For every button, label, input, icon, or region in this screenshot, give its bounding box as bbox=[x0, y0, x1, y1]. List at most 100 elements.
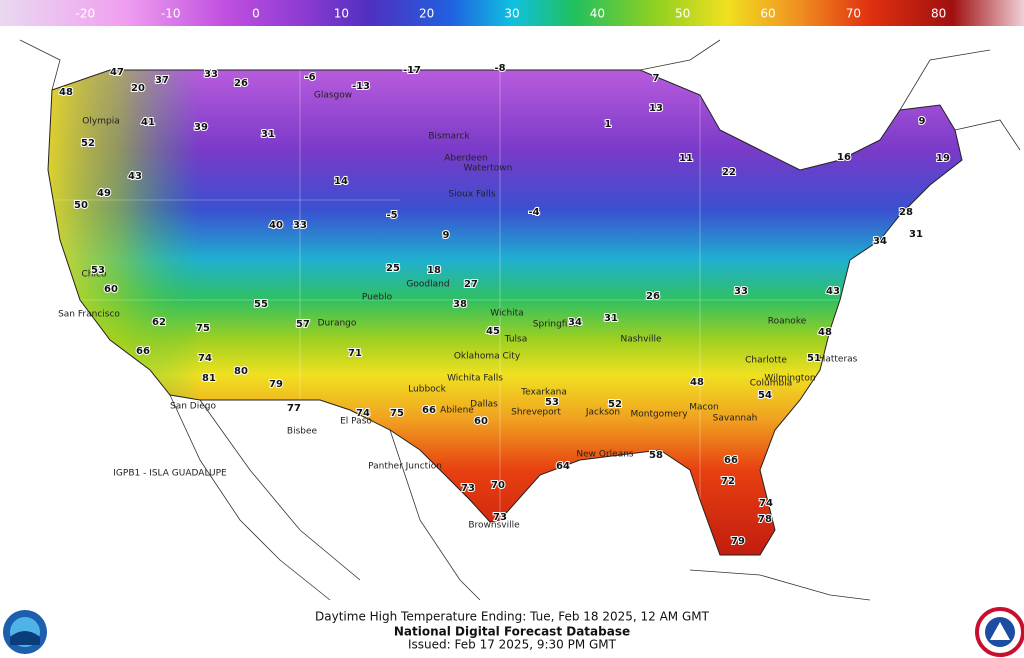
temperature-label: 74 bbox=[356, 408, 370, 419]
noaa-logo bbox=[3, 610, 47, 654]
place-name: Glasgow bbox=[314, 91, 352, 101]
temperature-label: 74 bbox=[759, 498, 773, 509]
neighbor-outlines bbox=[19, 39, 1021, 601]
place-name: Durango bbox=[318, 319, 357, 329]
place-name: Hatteras bbox=[819, 355, 858, 365]
temperature-label: 9 bbox=[919, 116, 926, 127]
place-name: Wichita Falls bbox=[447, 374, 503, 384]
place-name: Roanoke bbox=[768, 317, 807, 327]
temperature-label: 62 bbox=[152, 317, 166, 328]
temperature-label: 38 bbox=[453, 299, 467, 310]
place-name: Abilene bbox=[440, 406, 474, 416]
place-name: Goodland bbox=[406, 280, 449, 290]
colorbar-tick-label: 10 bbox=[334, 7, 349, 21]
temperature-label: 33 bbox=[293, 220, 307, 231]
colorbar-tick-label: 40 bbox=[590, 7, 605, 21]
place-name: Jackson bbox=[585, 408, 620, 418]
temperature-label: 43 bbox=[826, 286, 840, 297]
caption: Daytime High Temperature Ending: Tue, Fe… bbox=[315, 610, 710, 624]
temperature-label: 28 bbox=[899, 207, 913, 218]
colorbar-tick-label: 60 bbox=[760, 7, 775, 21]
temperature-label: 18 bbox=[427, 265, 441, 276]
temperature-label: 73 bbox=[461, 483, 475, 494]
temperature-label: 37 bbox=[155, 75, 169, 86]
place-name: San Francisco bbox=[58, 310, 120, 320]
temperature-label: 60 bbox=[104, 284, 118, 295]
temperature-label: -17 bbox=[403, 65, 421, 76]
temperature-label: 22 bbox=[722, 167, 736, 178]
temperature-label: 13 bbox=[649, 103, 663, 114]
place-name: Pueblo bbox=[362, 293, 393, 303]
temperature-label: 48 bbox=[59, 87, 73, 98]
footer-title: National Digital Forecast Database bbox=[394, 625, 630, 639]
place-name: Brownsville bbox=[468, 521, 520, 531]
temperature-label: 48 bbox=[690, 377, 704, 388]
issued: Issued: Feb 17 2025, 9:30 PM GMT bbox=[408, 638, 617, 652]
temperature-label: -5 bbox=[386, 210, 397, 221]
temperature-label: -4 bbox=[528, 207, 539, 218]
temperature-label: 7 bbox=[653, 73, 660, 84]
colorbar-tick-label: 0 bbox=[252, 7, 260, 21]
temperature-label: 34 bbox=[568, 317, 582, 328]
temperature-label: 31 bbox=[604, 313, 618, 324]
temperature-label: 45 bbox=[486, 326, 500, 337]
temperature-label: 74 bbox=[198, 353, 212, 364]
temperature-label: 52 bbox=[81, 138, 95, 149]
nws-logo bbox=[975, 607, 1024, 657]
temperature-label: 52 bbox=[608, 399, 622, 410]
temperature-label: 79 bbox=[731, 536, 745, 547]
temperature-label: 34 bbox=[873, 236, 887, 247]
temperature-label: 75 bbox=[390, 408, 404, 419]
colorbar-labels: -20 -10 0 10 20 30 40 50 60 70 80 bbox=[76, 7, 947, 21]
temperature-label: -6 bbox=[304, 72, 315, 83]
temperature-label: 51 bbox=[807, 353, 821, 364]
temperature-label: 25 bbox=[386, 263, 400, 274]
place-name: Chico bbox=[82, 270, 107, 280]
temperature-label: 39 bbox=[194, 122, 208, 133]
temperature-label: 53 bbox=[545, 397, 559, 408]
place-name: Wilmington bbox=[764, 374, 815, 384]
temperature-label: 71 bbox=[348, 348, 362, 359]
place-name: Panther Junction bbox=[368, 462, 442, 472]
colorbar-tick-label: 80 bbox=[931, 7, 946, 21]
temperature-label: 55 bbox=[254, 299, 268, 310]
temperature-label: 50 bbox=[74, 200, 88, 211]
place-name: San Diego bbox=[170, 402, 216, 412]
place-name: Texarkana bbox=[520, 388, 567, 398]
temperature-label: 57 bbox=[296, 319, 310, 330]
temperature-label: 40 bbox=[269, 220, 283, 231]
place-name: Nashville bbox=[620, 335, 661, 345]
temperature-label: 1 bbox=[605, 119, 612, 130]
temperature-label: 43 bbox=[128, 171, 142, 182]
colorbar-tick-label: -10 bbox=[161, 7, 181, 21]
temperature-label: 31 bbox=[909, 229, 923, 240]
temperature-label: 49 bbox=[97, 188, 111, 199]
temperature-label: 79 bbox=[269, 379, 283, 390]
temperature-label: 33 bbox=[734, 286, 748, 297]
temperature-label: 60 bbox=[474, 416, 488, 427]
temperature-label: 9 bbox=[443, 230, 450, 241]
place-name: El Paso bbox=[340, 417, 372, 427]
temperature-label: 66 bbox=[136, 346, 150, 357]
temperature-label: 54 bbox=[758, 390, 772, 401]
place-name: Bismarck bbox=[428, 132, 470, 142]
temperature-label: 20 bbox=[131, 83, 145, 94]
temperature-label: 14 bbox=[334, 176, 348, 187]
temperature-label: 72 bbox=[721, 476, 735, 487]
place-name: Bisbee bbox=[287, 427, 318, 437]
colorbar-tick-label: -20 bbox=[76, 7, 96, 21]
temperature-label: 53 bbox=[91, 265, 105, 276]
temperature-label: 73 bbox=[493, 512, 507, 523]
temperature-label: 11 bbox=[679, 153, 693, 164]
temperature-label: 48 bbox=[818, 327, 832, 338]
temperature-label: 33 bbox=[204, 69, 218, 80]
place-name: Oklahoma City bbox=[454, 352, 521, 362]
temperature-label: 16 bbox=[837, 152, 851, 163]
temperature-label: 75 bbox=[196, 323, 210, 334]
us-outline bbox=[47, 69, 963, 556]
temperature-label: 26 bbox=[234, 78, 248, 89]
temperature-label: 31 bbox=[261, 129, 275, 140]
temperature-label: 77 bbox=[287, 403, 301, 414]
